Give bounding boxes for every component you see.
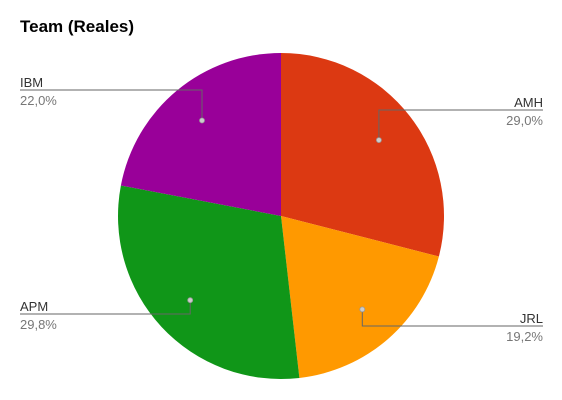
pie-slice-amh[interactable] [281,53,445,257]
slice-label-apm: APM [20,299,48,314]
pie-slice-apm[interactable] [118,185,300,380]
pie-slice-jrl[interactable] [281,216,439,378]
slice-percent-jrl: 19,2% [506,329,543,344]
leader-dot-jrl [359,306,366,313]
slice-percent-amh: 29,0% [506,113,543,128]
pie-slice-ibm[interactable] [120,53,281,216]
leader-dot-ibm [199,117,205,124]
leader-dot-amh [375,137,382,144]
slice-label-amh: AMH [514,95,543,110]
leader-line-ibm [20,89,203,121]
leader-line-apm [20,300,191,315]
leader-dot-apm [187,297,194,304]
slice-percent-apm: 29,8% [20,317,57,332]
slice-percent-ibm: 22,0% [20,93,57,108]
leader-line-jrl [361,309,543,327]
leader-line-amh [378,109,543,141]
slice-label-ibm: IBM [20,75,43,90]
chart-title: Team (Reales) [20,17,135,36]
slice-label-jrl: JRL [520,311,543,326]
